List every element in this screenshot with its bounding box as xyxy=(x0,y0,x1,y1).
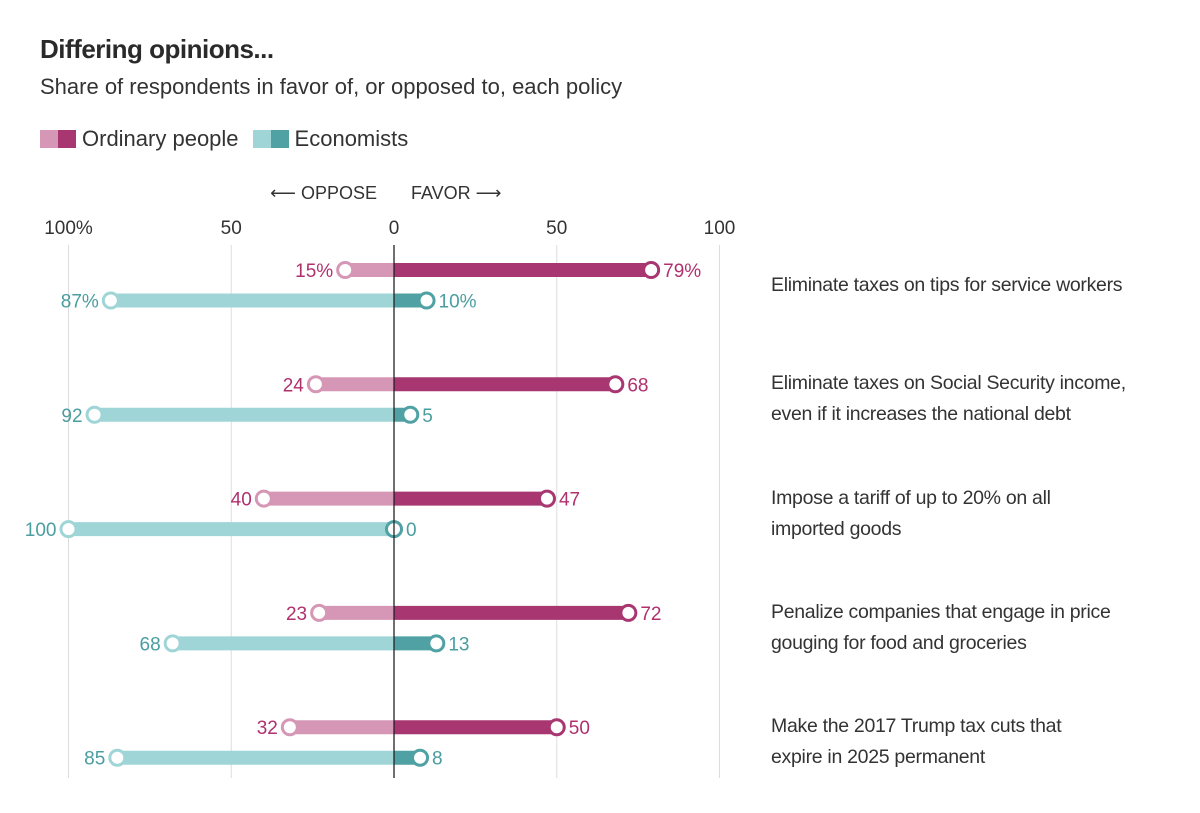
favor-data-label: 10% xyxy=(439,292,477,313)
legend-label-economists: Economists xyxy=(294,126,409,151)
favor-point xyxy=(606,375,625,394)
tick-label: 50 xyxy=(221,218,242,239)
favor-data-label: 47 xyxy=(559,490,580,511)
favor-point xyxy=(417,291,436,310)
policy-label-line: Make the 2017 Trump tax cuts that xyxy=(771,715,1062,738)
favor-data-label: 68 xyxy=(627,375,648,396)
oppose-data-label: 24 xyxy=(283,375,305,396)
favor-data-label: 8 xyxy=(432,749,443,770)
policy-label: Eliminate taxes on Social Security incom… xyxy=(771,368,1191,430)
favor-point xyxy=(642,261,661,279)
oppose-data-label: 87% xyxy=(61,292,99,313)
oppose-data-label: 100 xyxy=(25,520,57,541)
favor-data-label: 0 xyxy=(406,520,417,541)
favor-point xyxy=(411,748,430,767)
oppose-point xyxy=(85,405,104,424)
policy-label-line: imported goods xyxy=(771,517,902,540)
legend: Ordinary people Economists xyxy=(40,126,422,152)
oppose-point xyxy=(163,634,182,653)
oppose-data-label: 85 xyxy=(84,749,105,770)
favor-point xyxy=(427,634,446,653)
policy-label: Eliminate taxes on tips for service work… xyxy=(771,270,1191,301)
oppose-point xyxy=(108,748,127,767)
favor-point xyxy=(537,489,556,508)
policy-label-line: even if it increases the national debt xyxy=(771,403,1071,426)
favor-point xyxy=(401,405,420,424)
oppose-point xyxy=(59,520,78,539)
favor-data-label: 13 xyxy=(448,634,469,655)
policy-label: Impose a tariff of up to 20% on all impor… xyxy=(771,483,1191,545)
policy-label-line: Penalize companies that engage in price xyxy=(771,600,1111,623)
legend-label-ordinary: Ordinary people xyxy=(82,126,239,151)
oppose-data-label: 23 xyxy=(286,604,307,625)
favor-data-label: 5 xyxy=(422,406,433,427)
oppose-data-label: 92 xyxy=(61,406,82,427)
legend-swatch-economists-favor xyxy=(270,130,289,148)
oppose-point xyxy=(336,261,355,279)
favor-direction-label: FAVOR ⟶ xyxy=(411,183,501,203)
oppose-data-label: 68 xyxy=(140,634,161,655)
legend-swatch-economists-oppose xyxy=(252,130,271,148)
policy-label: Make the 2017 Trump tax cuts that expire … xyxy=(771,711,1191,773)
tick-label: 100 xyxy=(704,218,736,239)
oppose-point xyxy=(280,718,299,737)
policy-label-line: Eliminate taxes on Social Security incom… xyxy=(771,372,1126,395)
policy-label-line: expire in 2025 permanent xyxy=(771,746,985,769)
oppose-point xyxy=(101,291,120,310)
legend-swatch-ordinary-oppose xyxy=(40,130,58,148)
policy-label-line: gouging for food and groceries xyxy=(771,631,1027,654)
oppose-point xyxy=(306,375,325,394)
favor-point xyxy=(547,718,566,737)
oppose-direction-label: ⟵ OPPOSE xyxy=(270,183,377,203)
oppose-data-label: 40 xyxy=(231,490,252,511)
favor-data-label: 79% xyxy=(663,261,701,282)
policy-label-line: Impose a tariff of up to 20% on all xyxy=(771,486,1051,509)
tick-label: 0 xyxy=(389,218,400,239)
tick-label: 100% xyxy=(44,218,93,239)
favor-data-label: 72 xyxy=(640,604,661,625)
oppose-data-label: 32 xyxy=(257,718,278,739)
chart-title: Differing opinions... xyxy=(40,34,274,64)
tick-label: 50 xyxy=(546,218,567,239)
policy-label: Penalize companies that engage in price g… xyxy=(771,597,1191,659)
policy-label-line: Eliminate taxes on tips for service work… xyxy=(771,273,1123,296)
oppose-data-label: 15% xyxy=(295,261,333,282)
chart-subtitle: Share of respondents in favor of, or opp… xyxy=(40,74,623,99)
favor-data-label: 50 xyxy=(569,718,590,739)
legend-swatch-ordinary-favor xyxy=(58,130,76,148)
oppose-point xyxy=(310,603,329,622)
favor-point xyxy=(619,603,638,622)
oppose-point xyxy=(254,489,273,508)
